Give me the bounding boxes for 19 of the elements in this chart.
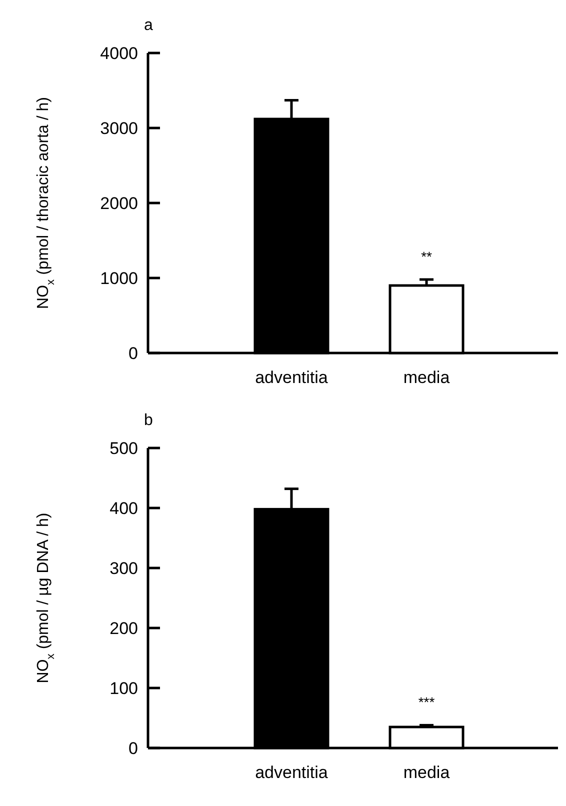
x-tick-label: adventitia (255, 763, 328, 782)
chart-title: b (144, 412, 153, 429)
y-tick-label: 200 (110, 618, 138, 638)
x-tick-label: media (403, 368, 450, 387)
x-tick-label: media (403, 763, 450, 782)
y-tick-label: 2000 (100, 194, 138, 213)
y-tick-label: 400 (110, 498, 138, 518)
annotation: ** (421, 248, 433, 264)
y-tick-label: 4000 (100, 44, 138, 63)
y-tick-label: 0 (128, 738, 138, 758)
y-tick-label: 100 (110, 678, 138, 698)
y-tick-label: 1000 (100, 268, 138, 288)
chart-title: a (144, 17, 153, 34)
y-tick-label: 300 (110, 558, 138, 578)
y-tick-label: 0 (128, 344, 138, 363)
x-tick-label: adventitia (255, 368, 328, 387)
y-tick-label: 3000 (100, 118, 138, 138)
y-tick-label: 500 (110, 438, 138, 458)
annotation: *** (418, 694, 436, 710)
